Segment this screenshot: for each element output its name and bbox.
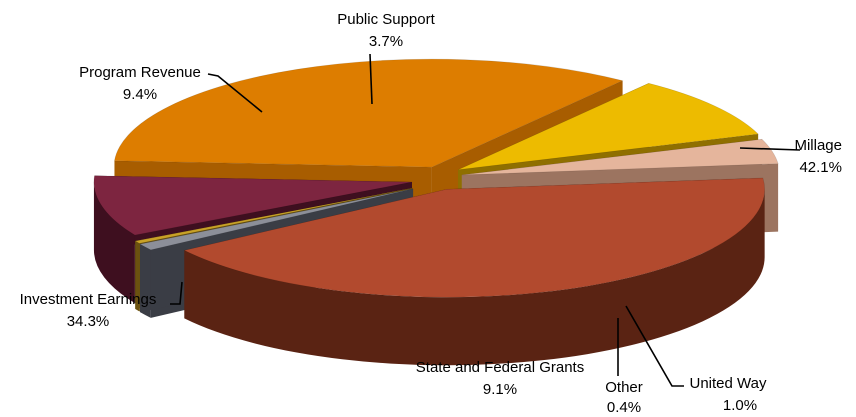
side-outer-grants-0 — [93, 182, 135, 304]
slice-top-united-way — [139, 188, 414, 251]
label-grants-value: 9.1% — [483, 381, 517, 398]
label-investment-name: Investment Earnings — [20, 291, 157, 308]
pie-slice-tops — [93, 58, 779, 298]
side-outer-other-0 — [135, 241, 140, 312]
label-other-name: Other — [605, 379, 643, 396]
label-millage-value: 42.1% — [799, 159, 842, 176]
slice-top-grants — [93, 175, 412, 236]
leader-public-support — [369, 53, 373, 105]
side-outer-united-way-0 — [140, 244, 151, 318]
label-united-way-name: United Way — [690, 375, 767, 392]
slice-top-investment — [114, 58, 624, 168]
leader-lines — [170, 53, 801, 387]
slice-top-public-support — [461, 138, 779, 176]
label-program-revenue-value: 9.4% — [123, 86, 157, 103]
label-public-support-name: Public Support — [337, 11, 435, 28]
slice-top-other — [134, 187, 413, 244]
side-outer-millage-0 — [184, 189, 765, 366]
label-investment-value: 34.3% — [67, 313, 110, 330]
leader-millage — [739, 147, 801, 151]
leader-united-way — [625, 305, 684, 387]
label-united-way-value: 1.0% — [723, 397, 757, 414]
label-millage-name: Millage — [794, 137, 842, 154]
slice-labels: Millage 42.1% United Way 1.0% Other 0.4%… — [20, 11, 842, 416]
leader-program-revenue — [207, 73, 263, 113]
label-program-revenue-name: Program Revenue — [79, 64, 201, 81]
label-public-support-value: 3.7% — [369, 33, 403, 50]
slice-top-program-revenue — [457, 82, 759, 171]
leader-investment — [170, 281, 183, 305]
label-other-value: 0.4% — [607, 399, 641, 416]
label-grants-name: State and Federal Grants — [416, 359, 584, 376]
slice-top-millage — [183, 177, 765, 298]
